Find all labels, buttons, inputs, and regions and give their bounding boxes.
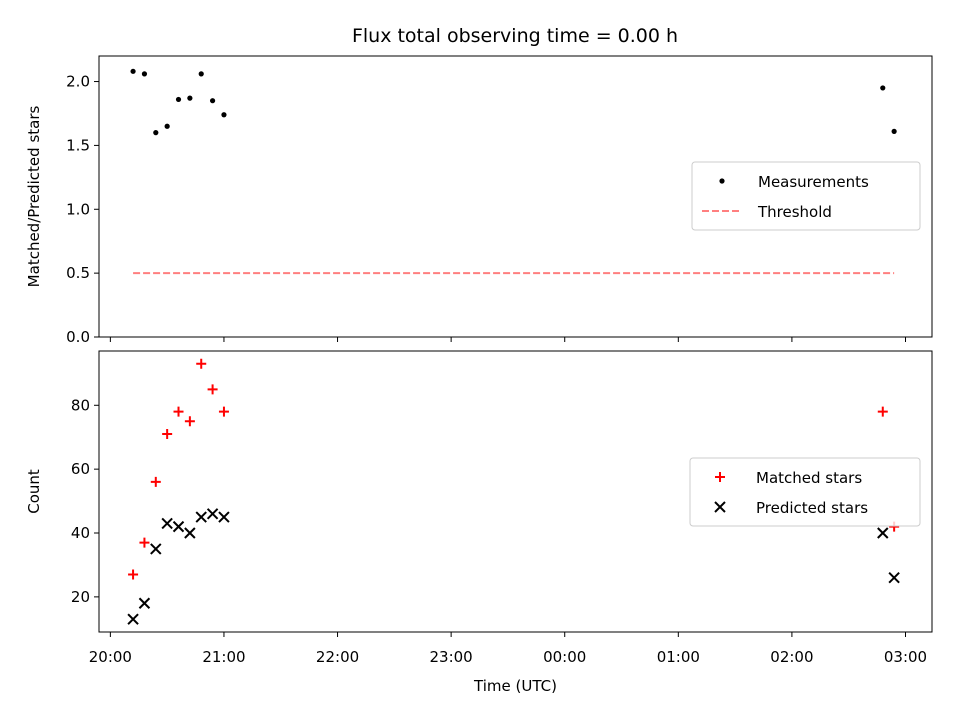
legend-label: Predicted stars — [756, 499, 868, 517]
legend-label: Threshold — [757, 203, 832, 221]
legend: Matched stars Predicted stars — [689, 457, 921, 527]
data-point — [139, 537, 150, 548]
data-point — [207, 384, 218, 395]
y-axis-label: Count — [25, 469, 43, 514]
data-point — [164, 123, 170, 129]
axes-frame — [98, 350, 933, 633]
data-point — [877, 527, 889, 539]
data-point — [161, 517, 173, 530]
data-point — [175, 96, 182, 103]
data-point — [130, 68, 136, 74]
data-point — [877, 406, 888, 417]
data-point — [172, 520, 185, 533]
data-point — [127, 613, 139, 625]
data-point — [888, 572, 900, 584]
data-point — [187, 95, 193, 101]
data-point — [218, 406, 229, 417]
data-point — [173, 406, 184, 417]
y-tick-label: 0.0 — [66, 328, 90, 346]
series-predicted-stars — [127, 508, 900, 625]
data-point — [891, 128, 897, 134]
legend-marker — [714, 501, 726, 513]
data-point — [196, 358, 207, 369]
data-point — [141, 71, 148, 77]
legend-label: Measurements — [758, 173, 869, 191]
x-tick-label: 03:00 — [884, 648, 927, 666]
data-point — [880, 85, 886, 91]
x-tick-label: 01:00 — [657, 648, 700, 666]
series-measurements — [130, 68, 897, 136]
top-panel: 0.0 0.5 1.0 1.5 2.0 Matched/Predicted stars Me… — [25, 55, 933, 346]
axes-frame — [98, 55, 933, 338]
x-tick-label: 00:00 — [543, 648, 586, 666]
chart-title: Flux total observing time = 0.00 h — [352, 25, 678, 47]
data-point — [218, 511, 230, 523]
x-tick-label: 22:00 — [316, 648, 359, 666]
legend-box — [691, 161, 921, 231]
y-tick-label: 20 — [71, 588, 90, 606]
data-point — [184, 527, 196, 539]
legend-marker — [719, 178, 725, 184]
series-matched-stars — [128, 358, 900, 580]
data-point — [138, 597, 151, 609]
x-axis-label: Time (UTC) — [473, 677, 557, 695]
data-point — [209, 98, 216, 104]
y-tick-label: 1.0 — [66, 200, 90, 218]
legend-marker — [715, 472, 725, 482]
legend: Measurements Threshold — [691, 161, 921, 231]
data-point — [195, 511, 207, 523]
x-tick-label: 20:00 — [89, 648, 132, 666]
legend-label: Matched stars — [756, 469, 862, 487]
data-point — [150, 543, 162, 555]
data-point — [162, 429, 173, 440]
y-axis-label: Matched/Predicted stars — [25, 106, 43, 288]
data-point — [153, 130, 159, 136]
data-point — [198, 71, 204, 77]
y-tick-label: 40 — [71, 524, 90, 542]
bottom-panel: 20 40 60 80 20:00 21:00 22:00 23:00 00:00 01:00 02… — [25, 350, 933, 695]
x-tick-label: 21:00 — [202, 648, 245, 666]
x-tick-label: 23:00 — [430, 648, 473, 666]
data-point — [221, 112, 227, 118]
data-point — [150, 476, 161, 487]
y-tick-label: 60 — [71, 460, 90, 478]
x-tick-label: 02:00 — [770, 648, 813, 666]
data-point — [206, 508, 219, 520]
y-tick-label: 2.0 — [66, 73, 90, 91]
data-point — [128, 569, 139, 580]
y-tick-label: 0.5 — [66, 264, 90, 282]
data-point — [184, 416, 195, 427]
y-tick-label: 80 — [71, 396, 90, 414]
legend-box — [689, 457, 921, 527]
y-tick-label: 1.5 — [66, 136, 90, 154]
